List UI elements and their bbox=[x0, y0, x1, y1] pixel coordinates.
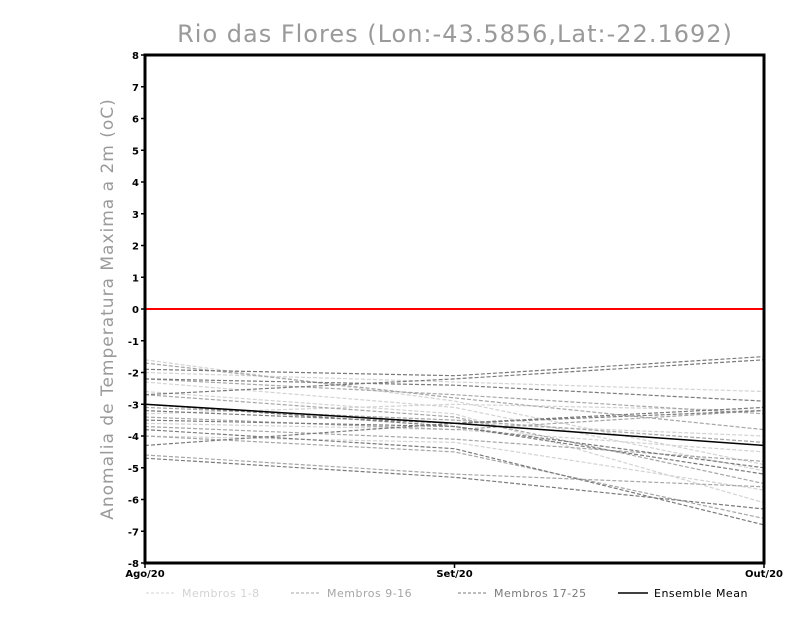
chart-title: Rio das Flores (Lon:-43.5856,Lat:-22.169… bbox=[177, 20, 733, 48]
member-series-line bbox=[144, 356, 765, 377]
x-tick-label: Ago/20 bbox=[125, 569, 164, 580]
y-tick-label: -3 bbox=[128, 400, 139, 411]
y-tick-label: 2 bbox=[132, 242, 139, 253]
ensemble-mean-line bbox=[144, 403, 765, 447]
member-series-line bbox=[144, 435, 765, 520]
legend-label: Membros 1-8 bbox=[182, 587, 260, 600]
y-tick-label: -4 bbox=[128, 432, 139, 443]
legend: Membros 1-8 Membros 9-16 Membros 17-25 Ense… bbox=[146, 587, 748, 600]
y-tick-label: 5 bbox=[132, 146, 139, 157]
legend-label: Membros 9-16 bbox=[327, 587, 412, 600]
y-tick-label: -1 bbox=[128, 337, 139, 348]
member-series-line bbox=[144, 457, 765, 510]
y-axis-label: Anomalia de Temperatura Maxima a 2m (oC) bbox=[98, 98, 118, 520]
member-series-line bbox=[144, 362, 765, 431]
series-layer bbox=[144, 356, 765, 526]
member-series-line bbox=[144, 371, 765, 393]
y-tick-label: 3 bbox=[132, 210, 139, 221]
y-tick-label: 8 bbox=[132, 51, 139, 62]
member-series-line bbox=[144, 435, 765, 491]
x-tick-label: Out/20 bbox=[745, 569, 783, 580]
y-tick-label: -6 bbox=[128, 496, 139, 507]
y-tick-label: 7 bbox=[132, 83, 139, 94]
y-tick-label: 6 bbox=[132, 115, 139, 126]
member-series-line bbox=[144, 359, 765, 396]
y-axis-ticks: -8 -7 -6 -5 -4 -3 -2 -1 0 1 2 3 4 5 6 7 8 bbox=[128, 51, 145, 570]
member-series-line bbox=[144, 419, 765, 469]
member-series-line bbox=[144, 403, 765, 415]
y-tick-label: -8 bbox=[128, 559, 139, 570]
member-series-line bbox=[144, 378, 765, 415]
member-series-line bbox=[144, 410, 765, 431]
y-tick-label: 1 bbox=[132, 273, 139, 284]
member-series-line bbox=[144, 425, 765, 462]
x-tick-label: Set/20 bbox=[436, 569, 472, 580]
x-axis-ticks: Ago/20 Set/20 Out/20 bbox=[125, 563, 783, 580]
member-series-line bbox=[144, 410, 765, 424]
legend-label: Ensemble Mean bbox=[654, 587, 748, 600]
y-tick-label: -7 bbox=[128, 527, 139, 538]
member-series-line bbox=[144, 378, 765, 402]
member-series-line bbox=[144, 359, 765, 466]
member-series-line bbox=[144, 429, 765, 526]
member-series-line bbox=[144, 406, 765, 447]
y-tick-label: -2 bbox=[128, 369, 139, 380]
member-series-line bbox=[144, 381, 765, 472]
member-series-line bbox=[144, 454, 765, 488]
member-series-line bbox=[144, 403, 765, 475]
member-series-line bbox=[144, 390, 765, 504]
y-tick-label: 0 bbox=[132, 305, 139, 316]
y-tick-label: 4 bbox=[132, 178, 139, 189]
member-series-line bbox=[144, 394, 765, 485]
y-tick-label: -5 bbox=[128, 464, 139, 475]
legend-label: Membros 17-25 bbox=[494, 587, 587, 600]
